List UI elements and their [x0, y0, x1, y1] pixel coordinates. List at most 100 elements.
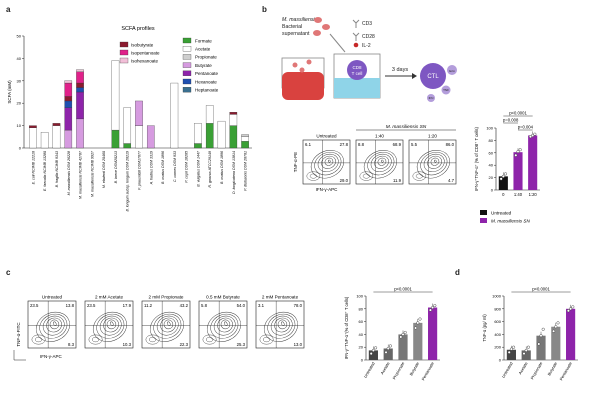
- category-label: Acetate: [517, 360, 529, 375]
- contour-line: [217, 317, 233, 333]
- legend-swatch: [119, 57, 129, 64]
- contour-line: [381, 159, 384, 163]
- culture-well-icon: [333, 53, 381, 99]
- chart-a-category-label: A. hadrus DSM 3319: [149, 151, 153, 185]
- category-label: 1:20: [529, 192, 538, 197]
- ytick-label: 40: [359, 332, 364, 337]
- significance-label: p=0.004: [518, 125, 534, 130]
- chart-a-category-label: C. comes DSM 933: [173, 151, 177, 182]
- bar-segment: [135, 125, 143, 149]
- contour-line: [35, 336, 43, 343]
- flow-b-ylabel: TNF-α-PE: [293, 152, 298, 172]
- category-label: Propionate: [529, 360, 543, 380]
- flow-plot-frame: [408, 139, 457, 185]
- data-point: [518, 148, 522, 152]
- data-point: [416, 321, 420, 325]
- panel-label-b: b: [262, 5, 267, 14]
- category-label: Butyrate: [546, 360, 558, 376]
- data-point: [374, 346, 378, 350]
- contour-line: [270, 315, 293, 336]
- bar: [413, 322, 423, 360]
- data-point: [552, 329, 556, 333]
- ytick-label: 0: [361, 358, 364, 363]
- bar-segment: [52, 123, 61, 126]
- contour-line: [153, 313, 182, 339]
- schematic-ifn: IFN: [429, 96, 434, 100]
- chart-a-category-label: M. massiliensis NCIMB 42787: [79, 150, 83, 199]
- category-label: Pentanoate: [420, 360, 435, 381]
- legend-label: Acetate: [195, 47, 211, 52]
- bar-segment: [217, 120, 226, 149]
- bar: [498, 176, 508, 190]
- bar: [521, 350, 531, 360]
- contour-line: [163, 319, 174, 330]
- bar: [428, 307, 438, 360]
- bar-segment: [111, 129, 120, 149]
- bar: [398, 334, 408, 360]
- bar-segment: [194, 123, 202, 144]
- bar-segment: [76, 71, 84, 84]
- quadrant-value-br: 22.3: [180, 342, 189, 347]
- chart-a-ylabel: SCFA (mM): [7, 80, 12, 104]
- data-point: [431, 306, 435, 310]
- legend-label: Hexanoate: [195, 79, 217, 84]
- data-point: [401, 332, 405, 336]
- data-point: [386, 346, 390, 350]
- flow-plot-title: 2 mM Acetate: [95, 295, 124, 300]
- bar-segment: [29, 127, 37, 149]
- chart-c: 0 20 40 60 80 100 IFN-γ⁺TNF-α⁺(% of CD8⁺ T cel…: [344, 287, 440, 381]
- contour-line: [210, 313, 239, 339]
- bar-segment: [40, 132, 49, 149]
- category-label: 0: [502, 192, 505, 197]
- bar-segment: [76, 87, 84, 93]
- contour-line: [259, 334, 274, 345]
- quadrant-value-tr: 13.8: [66, 303, 75, 308]
- quadrant-value-tr: 78.0: [294, 303, 303, 308]
- flow-plot-frame: [141, 300, 191, 349]
- bar-segment: [229, 112, 238, 115]
- data-point: [504, 172, 508, 176]
- contour-line: [103, 317, 119, 333]
- contour-line: [42, 315, 65, 336]
- contour-line: [416, 150, 450, 179]
- bacteria-icon: [313, 17, 330, 36]
- quadrant-value-br: 8.3: [68, 342, 75, 347]
- data-point: [512, 345, 516, 349]
- flow-plot-frame: [84, 300, 134, 349]
- data-point: [514, 153, 518, 157]
- panel-label-d: d: [455, 268, 460, 277]
- legend-swatch: [182, 70, 192, 76]
- flow-plot-frame: [198, 300, 248, 349]
- quadrant-value-tl: 11.2: [144, 303, 153, 308]
- legend-label: Propionate: [195, 55, 217, 60]
- ytick-label: 100: [486, 126, 493, 131]
- chart-a-category-label: P. distasonis DSM 20701: [244, 151, 248, 191]
- contour-line: [306, 171, 321, 181]
- bar-segment: [64, 82, 73, 97]
- bar: [536, 335, 546, 360]
- quadrant-value-br: 29.0: [340, 178, 349, 183]
- contour-line: [310, 150, 344, 179]
- ytick-label: 600: [494, 319, 501, 324]
- schematic-line2: Bacterial: [282, 24, 302, 30]
- data-point: [522, 352, 526, 356]
- contour-line: [202, 334, 217, 345]
- contour-line: [434, 159, 437, 163]
- contour-line: [156, 315, 179, 336]
- schematic-line3: supernatant: [282, 31, 310, 37]
- ylabel: IFN-γ⁺TNF-α⁺(% of CD8⁺ T cells): [344, 296, 349, 359]
- contour-line: [46, 317, 62, 333]
- bar-segment: [135, 100, 143, 126]
- chart-a-ytick-label: 20: [17, 101, 22, 106]
- ytick-label: 800: [494, 306, 501, 311]
- data-point: [369, 352, 373, 356]
- quadrant-value-tl: 23.5: [87, 303, 96, 308]
- data-point: [499, 177, 503, 181]
- flow-b-group-label: M. massiliensis SN: [386, 124, 427, 130]
- contour-line: [415, 173, 423, 179]
- schematic-ab1: CD3: [362, 21, 372, 27]
- data-point: [418, 317, 422, 321]
- contour-line: [205, 336, 214, 343]
